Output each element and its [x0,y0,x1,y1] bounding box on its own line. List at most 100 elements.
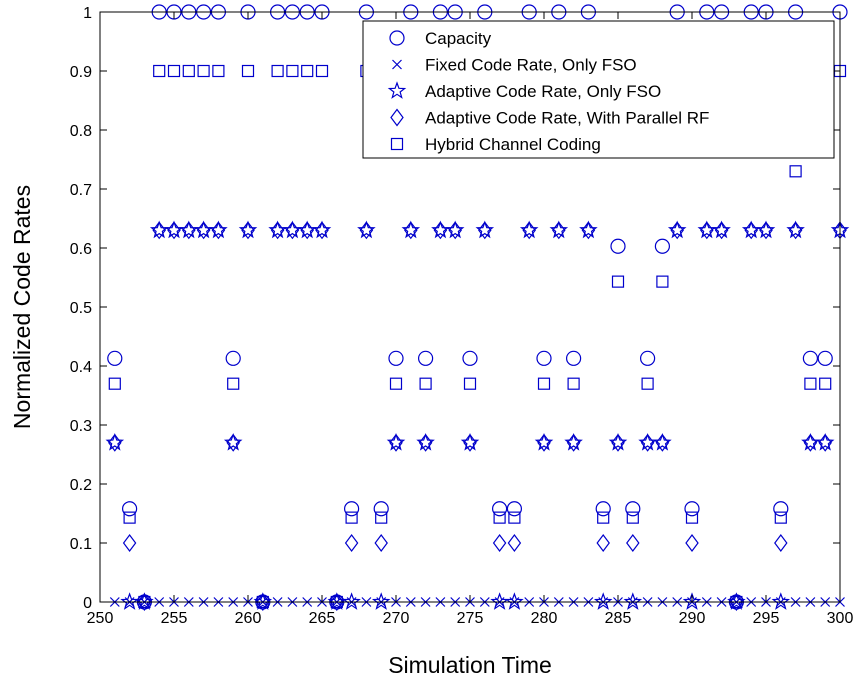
data-point-square [537,377,551,390]
series-diamond [108,221,847,611]
data-point-diamond [433,221,448,240]
data-point-diamond [670,221,684,240]
data-point-star [105,432,125,451]
data-point-circle [107,350,123,366]
x-tick-label: 280 [531,610,558,627]
data-point-square [508,511,521,524]
data-point-diamond [359,221,374,240]
x-tick-label: 295 [753,610,780,627]
data-point-star [460,432,480,451]
data-point-circle [388,350,404,366]
legend-label: Adaptive Code Rate, With Parallel RF [425,109,709,128]
data-point-star [194,220,213,239]
data-point-square [685,511,699,524]
data-point-square [286,64,299,78]
data-point-diamond [818,433,832,452]
data-point-square [389,377,403,390]
data-point-square [197,64,210,78]
legend-label: Capacity [425,29,492,48]
data-point-diamond [108,433,122,452]
data-point-star [534,432,554,451]
data-point-square [789,165,802,178]
y-tick-label: 0.8 [70,123,92,140]
y-tick-label: 1 [83,5,92,22]
data-point-square [774,511,787,524]
data-point-diamond [774,534,788,552]
data-point-diamond [300,221,314,240]
data-point-diamond [714,221,729,240]
data-point-square [419,377,432,390]
data-point-square [182,64,195,78]
data-point-diamond [700,221,714,240]
data-point-square [626,511,639,524]
data-point-diamond [167,221,181,240]
data-point-diamond [478,221,492,240]
data-point-circle [536,350,552,366]
x-tick-label: 275 [457,610,484,627]
y-tick-label: 0.6 [70,241,92,258]
data-point-star [297,220,317,239]
data-point-diamond [537,433,551,452]
legend-entry: Fixed Code Rate, Only FSO [392,56,637,75]
data-point-diamond [596,534,610,552]
data-point-square [567,377,580,390]
x-tick-label: 285 [605,610,632,627]
data-point-star [401,220,421,239]
y-tick-label: 0.2 [70,477,92,494]
data-point-star [149,220,169,239]
legend-label: Fixed Code Rate, Only FSO [425,56,637,75]
data-point-square [271,64,284,78]
legend-entry: Hybrid Channel Coding [390,135,601,154]
data-point-star [549,220,569,239]
data-point-star [164,220,184,239]
data-point-star [519,220,539,239]
data-point-star [357,220,376,239]
data-point-square [597,511,610,524]
y-tick-label: 0.9 [70,64,92,81]
data-point-diamond [241,221,255,240]
data-point-star [771,592,791,610]
data-point-square [167,64,181,78]
y-axis-ticks: 0 0.1 0.2 0.3 0.4 0.5 0.6 0.7 0.8 0.9 1 [70,5,840,612]
data-point-square [212,64,225,78]
data-point-circle [344,501,360,517]
data-point-diamond [744,221,758,240]
data-point-star [445,220,465,239]
data-point-square [345,511,358,524]
data-point-star [608,432,628,451]
data-point-diamond [182,221,196,240]
data-point-circle [122,501,138,517]
data-point-diamond [759,221,773,240]
data-point-square [123,511,136,524]
legend-marker-circle [389,30,405,46]
data-point-star [371,592,391,610]
data-point-star [815,432,835,451]
legend-marker-star [387,81,407,99]
legend-label: Adaptive Code Rate, Only FSO [425,82,661,101]
data-point-circle [654,238,671,254]
data-point-diamond [581,221,596,240]
data-point-circle [684,501,700,517]
data-point-star [667,220,687,239]
data-point-square [108,377,121,390]
data-point-diamond [256,593,270,611]
data-point-circle [817,350,833,366]
data-point-star [268,220,287,239]
data-point-star [712,220,731,239]
data-point-diamond [803,433,818,452]
data-point-diamond [655,433,670,452]
y-tick-label: 0.5 [70,300,92,317]
x-tick-label: 250 [87,610,114,627]
data-point-circle [595,501,611,517]
data-point-star [120,592,139,610]
data-point-star [431,220,450,239]
data-point-star [223,432,243,451]
legend-box [362,20,835,159]
data-point-diamond [315,221,329,240]
data-point-star [638,432,657,451]
data-point-star [490,592,509,610]
data-point-square [819,377,832,390]
data-point-star [697,220,717,239]
data-point-circle [492,501,508,517]
legend-entry: Adaptive Code Rate, With Parallel RF [390,108,709,128]
